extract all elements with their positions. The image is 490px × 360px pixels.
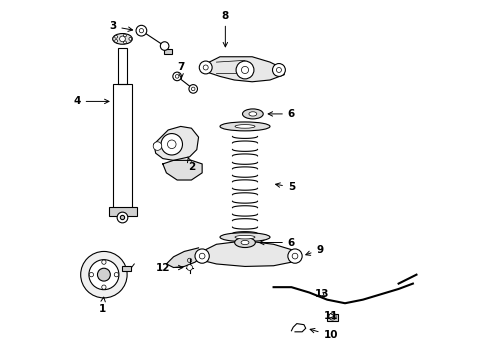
Text: 1: 1 [98,297,106,314]
Circle shape [98,268,110,281]
Circle shape [329,313,336,320]
Circle shape [288,249,302,263]
Circle shape [173,72,181,81]
Text: 6: 6 [260,238,295,248]
Circle shape [236,61,254,79]
Circle shape [102,285,106,289]
Circle shape [115,35,118,38]
Circle shape [129,37,132,40]
Bar [122,266,131,271]
Text: 7: 7 [177,63,184,78]
Text: 13: 13 [315,289,329,299]
Polygon shape [167,248,202,267]
Circle shape [136,25,147,36]
Ellipse shape [241,240,249,245]
Ellipse shape [220,233,270,242]
Circle shape [187,265,193,270]
Circle shape [123,34,126,37]
Circle shape [117,212,128,223]
Circle shape [120,36,125,42]
Circle shape [160,42,169,50]
Ellipse shape [235,125,255,128]
Text: 2: 2 [188,157,195,172]
Ellipse shape [220,122,270,131]
Text: 4: 4 [74,96,109,107]
Polygon shape [163,160,202,180]
Polygon shape [154,126,198,160]
Circle shape [89,273,94,277]
Ellipse shape [243,109,263,119]
Circle shape [272,64,285,76]
Circle shape [102,260,106,264]
Circle shape [114,273,119,277]
Polygon shape [202,57,284,82]
Circle shape [121,215,124,220]
Circle shape [195,249,209,263]
Polygon shape [198,241,298,266]
Ellipse shape [235,235,255,239]
Ellipse shape [235,238,255,248]
Ellipse shape [113,33,132,44]
Text: 8: 8 [222,11,229,47]
Text: 5: 5 [275,182,295,192]
Text: 6: 6 [268,109,295,119]
Circle shape [115,40,118,42]
Text: 11: 11 [323,311,338,321]
Circle shape [153,142,162,150]
Circle shape [123,41,126,44]
Circle shape [89,260,119,290]
Ellipse shape [249,112,257,116]
Text: 12: 12 [155,262,183,273]
Bar [109,207,137,216]
Circle shape [189,85,197,93]
Circle shape [161,134,182,155]
Bar [113,84,132,208]
Text: 3: 3 [109,21,133,31]
Circle shape [81,251,127,298]
Bar [118,48,127,84]
Text: 10: 10 [310,328,338,341]
Text: 9: 9 [306,245,323,255]
Bar [327,314,338,321]
Bar [164,49,172,54]
Circle shape [199,61,212,74]
